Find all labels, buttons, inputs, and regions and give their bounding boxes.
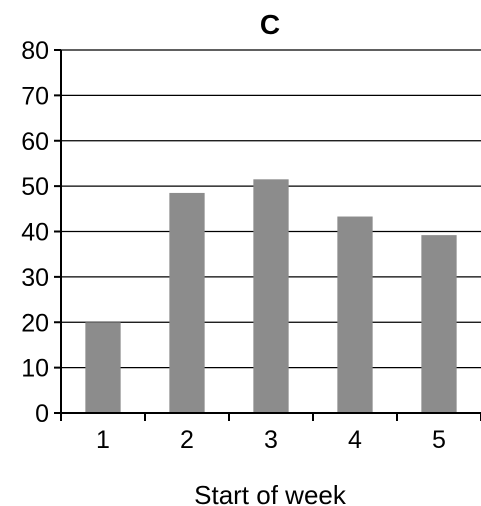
y-tick-label: 60 xyxy=(21,128,49,156)
y-axis-ticks: 0 10 20 30 40 50 60 70 80 xyxy=(21,37,61,428)
x-tick-label: 2 xyxy=(180,426,194,454)
x-axis-title: Start of week xyxy=(194,480,347,506)
bar xyxy=(253,179,289,413)
bar xyxy=(421,235,457,413)
y-tick-label: 20 xyxy=(21,309,49,337)
bar xyxy=(85,322,121,413)
x-axis-ticks: 1 2 3 4 5 xyxy=(60,413,481,454)
x-tick-label: 4 xyxy=(348,426,362,454)
x-tick-label: 3 xyxy=(264,426,278,454)
chart-title: C xyxy=(260,9,280,40)
y-tick-label: 80 xyxy=(21,37,49,65)
y-tick-label: 50 xyxy=(21,173,49,201)
y-tick-label: 30 xyxy=(21,264,49,292)
x-tick-label: 5 xyxy=(432,426,446,454)
y-tick-label: 70 xyxy=(21,82,49,110)
y-tick-label: 10 xyxy=(21,355,49,383)
bars xyxy=(85,179,457,413)
y-tick-label: 40 xyxy=(21,219,49,247)
bar xyxy=(169,192,205,413)
y-tick-label: 0 xyxy=(35,400,49,428)
x-tick-label: 1 xyxy=(96,426,110,454)
bar xyxy=(337,216,373,413)
